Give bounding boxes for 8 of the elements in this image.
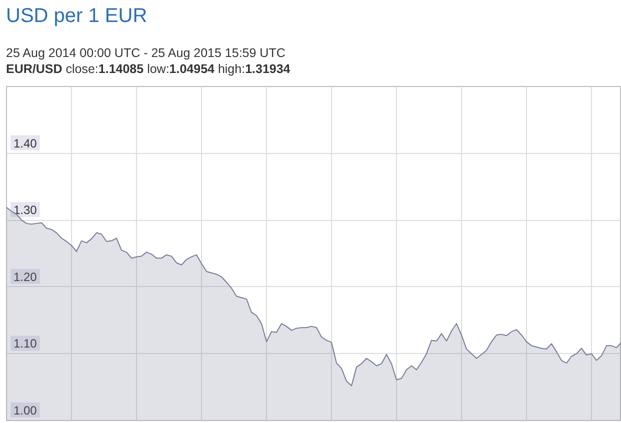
chart-title: USD per 1 EUR [6,4,148,28]
chart-subtitle: 25 Aug 2014 00:00 UTC - 25 Aug 2015 15:59 UTC [6,45,286,61]
y-tick-label: 1.30 [14,203,38,218]
text: EUR/USD close:1.14085 low:1.04954 high:1.31934 [6,61,290,77]
y-tick-label: 1.10 [14,336,38,351]
y-tick-label: 1.20 [14,270,38,284]
y-tick-label: 1.40 [14,136,38,150]
y-tick-label: 1.00 [14,404,38,418]
